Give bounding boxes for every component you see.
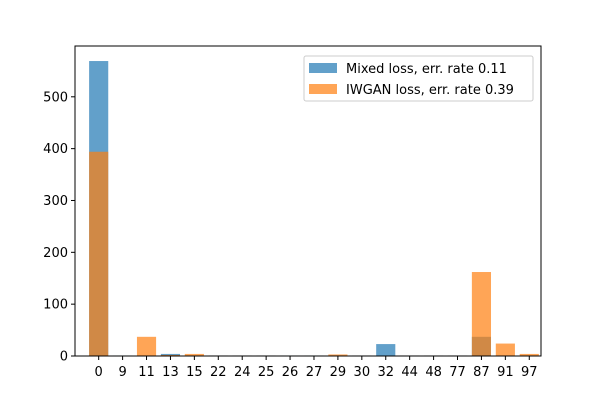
legend-label-series1: IWGAN loss, err. rate 0.39	[346, 83, 514, 98]
x-tick-label: 13	[162, 365, 179, 380]
y-tick-label: 100	[43, 298, 68, 313]
x-tick-label: 97	[521, 365, 538, 380]
legend-box	[303, 55, 534, 102]
bar-series1-13	[160, 354, 181, 356]
y-tick-label: 0	[60, 350, 68, 365]
x-tick-label: 15	[186, 365, 203, 380]
x-tick-label: 11	[138, 365, 155, 380]
bar-series1-87	[471, 272, 492, 356]
x-tick-label: 30	[354, 365, 371, 380]
x-tick-label: 87	[473, 365, 490, 380]
bar-series1-29	[328, 354, 348, 356]
x-tick-label: 26	[282, 365, 299, 380]
x-tick-label: 0	[95, 365, 103, 380]
bar-series0-32	[376, 344, 396, 356]
x-axis: 0 9 11 13 15 22 24 25 26 27 29 30 32 44 48 77 87 91 97	[95, 356, 538, 380]
x-tick-label: 25	[258, 365, 275, 380]
x-tick-label: 48	[425, 365, 442, 380]
y-axis: 0 100 200 300 400 500	[43, 90, 75, 365]
x-tick-label: 29	[330, 365, 347, 380]
legend-swatch-series0	[309, 63, 337, 73]
bar-series1-0	[89, 151, 109, 356]
bar-series1-15	[184, 353, 204, 356]
legend-swatch-series1	[309, 84, 337, 94]
x-tick-label: 44	[401, 365, 418, 380]
plot-frame	[74, 45, 542, 357]
x-tick-label: 22	[210, 365, 227, 380]
y-tick-label: 300	[43, 194, 68, 209]
x-tick-label: 27	[306, 365, 323, 380]
bar-series1-97	[519, 353, 539, 356]
x-tick-label: 24	[234, 365, 251, 380]
bar-series1-11	[136, 336, 157, 356]
y-tick-label: 500	[43, 90, 68, 105]
y-tick-label: 200	[43, 246, 68, 261]
legend-label-series0: Mixed loss, err. rate 0.11	[346, 62, 507, 77]
x-tick-label: 32	[377, 365, 394, 380]
legend: Mixed loss, err. rate 0.11 IWGAN loss, er…	[303, 55, 534, 102]
bar-series1-91	[495, 343, 515, 356]
x-tick-label: 9	[118, 365, 126, 380]
y-tick-label: 400	[43, 142, 68, 157]
x-tick-label: 91	[497, 365, 514, 380]
x-tick-label: 77	[449, 365, 466, 380]
bars-layer	[89, 61, 539, 356]
